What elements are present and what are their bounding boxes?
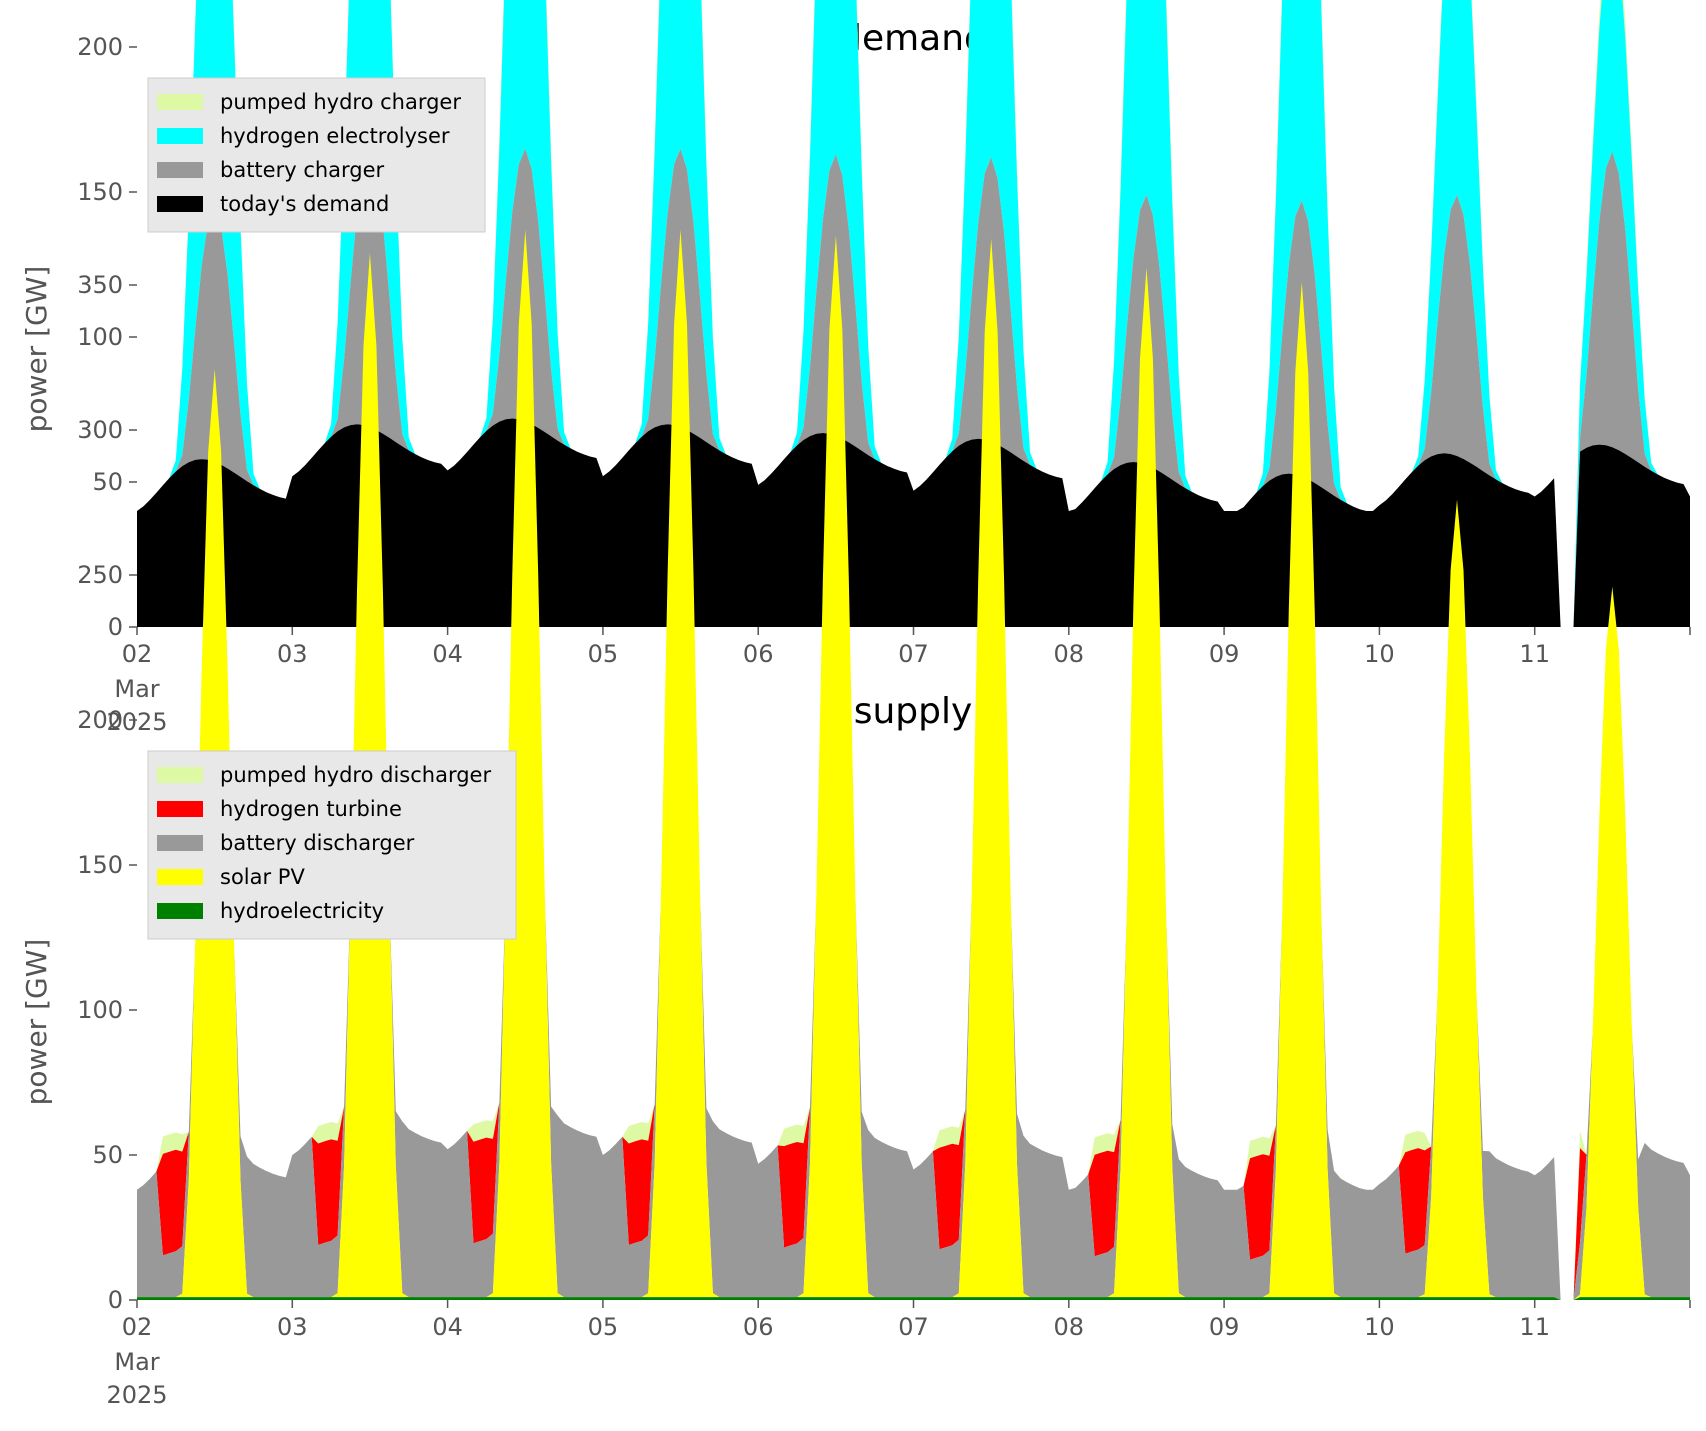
xtick-label: 03	[277, 1313, 308, 1341]
legend-swatch	[157, 196, 203, 212]
legend-label: today's demand	[220, 192, 389, 216]
xtick-label: 11	[1519, 1313, 1550, 1341]
xtick-sublabel: Mar	[114, 675, 159, 703]
supply-areas	[137, 229, 1690, 1300]
xtick-label: 06	[743, 640, 774, 668]
xtick-label: 07	[898, 640, 929, 668]
xtick-label: 04	[432, 1313, 463, 1341]
ytick-label: 300	[77, 416, 123, 444]
xtick-label: 02	[122, 640, 153, 668]
ytick-label: 200	[77, 33, 123, 61]
legend-label: hydrogen turbine	[220, 797, 402, 821]
legend-swatch	[157, 869, 203, 885]
legend-label: solar PV	[220, 865, 305, 889]
legend-label: pumped hydro charger	[220, 90, 461, 114]
hydrogen-electrolyser-area	[137, 0, 1690, 627]
legend-swatch	[157, 767, 203, 783]
xtick-label: 03	[277, 640, 308, 668]
ytick-label: 150	[77, 851, 123, 879]
ytick-label: 100	[77, 323, 123, 351]
xtick-label: 11	[1519, 640, 1550, 668]
xtick-label: 10	[1364, 1313, 1395, 1341]
ytick-label: 350	[77, 271, 123, 299]
demand-ylabel: power [GW]	[20, 266, 53, 433]
legend-label: pumped hydro discharger	[220, 763, 491, 787]
ytick-label: 100	[77, 996, 123, 1024]
demand-panel: demand power [GW] 0501001502002503003500…	[20, 0, 1691, 736]
ytick-label: 0	[108, 613, 123, 641]
xtick-label: 02	[122, 1313, 153, 1341]
supply-legend: pumped hydro discharger hydrogen turbine b…	[147, 750, 517, 940]
legend-swatch	[157, 801, 203, 817]
battery-discharger-area	[137, 229, 1690, 1300]
legend-swatch	[157, 94, 203, 110]
xtick-label: 10	[1364, 640, 1395, 668]
legend-label: hydroelectricity	[220, 899, 384, 923]
ytick-label: 50	[92, 468, 123, 496]
hydroelectricity-area	[137, 1297, 1690, 1300]
xtick-sublabel: Mar	[114, 1348, 159, 1376]
xtick-sublabel: 2025	[106, 1381, 167, 1409]
xtick-sublabel: 2025	[106, 708, 167, 736]
xtick-label: 06	[743, 1313, 774, 1341]
xtick-label: 07	[898, 1313, 929, 1341]
demand-title: demand	[839, 18, 987, 59]
supply-title: supply	[854, 691, 973, 732]
legend-swatch	[157, 835, 203, 851]
ytick-label: 50	[92, 1141, 123, 1169]
legend-label: battery charger	[220, 158, 385, 182]
xtick-label: 08	[1054, 1313, 1085, 1341]
ytick-label: 250	[77, 561, 123, 589]
ytick-label: 150	[77, 178, 123, 206]
legend-box	[147, 77, 486, 233]
legend-label: hydrogen electrolyser	[220, 124, 450, 148]
supply-ylabel: power [GW]	[20, 939, 53, 1106]
legend-swatch	[157, 128, 203, 144]
xtick-label: 04	[432, 640, 463, 668]
legend-swatch	[157, 162, 203, 178]
legend-label: battery discharger	[220, 831, 415, 855]
solar-pv-area	[137, 229, 1690, 1300]
supply-panel: supply power [GW] 0501001502002503003500…	[20, 229, 1691, 1409]
demand-axes: 0 50 100 150 200 250 300 350 02 03 04 05 06 07 08 09 10 1…	[77, 33, 1691, 736]
xtick-label: 09	[1209, 640, 1240, 668]
xtick-label: 09	[1209, 1313, 1240, 1341]
legend-box	[147, 750, 517, 940]
demand-legend: pumped hydro charger hydrogen electrolyse…	[147, 77, 486, 233]
ytick-label: 0	[108, 1286, 123, 1314]
xtick-label: 05	[588, 1313, 619, 1341]
xtick-label: 05	[588, 640, 619, 668]
ytick-label: 200	[77, 706, 123, 734]
legend-swatch	[157, 903, 203, 919]
xtick-label: 08	[1054, 640, 1085, 668]
